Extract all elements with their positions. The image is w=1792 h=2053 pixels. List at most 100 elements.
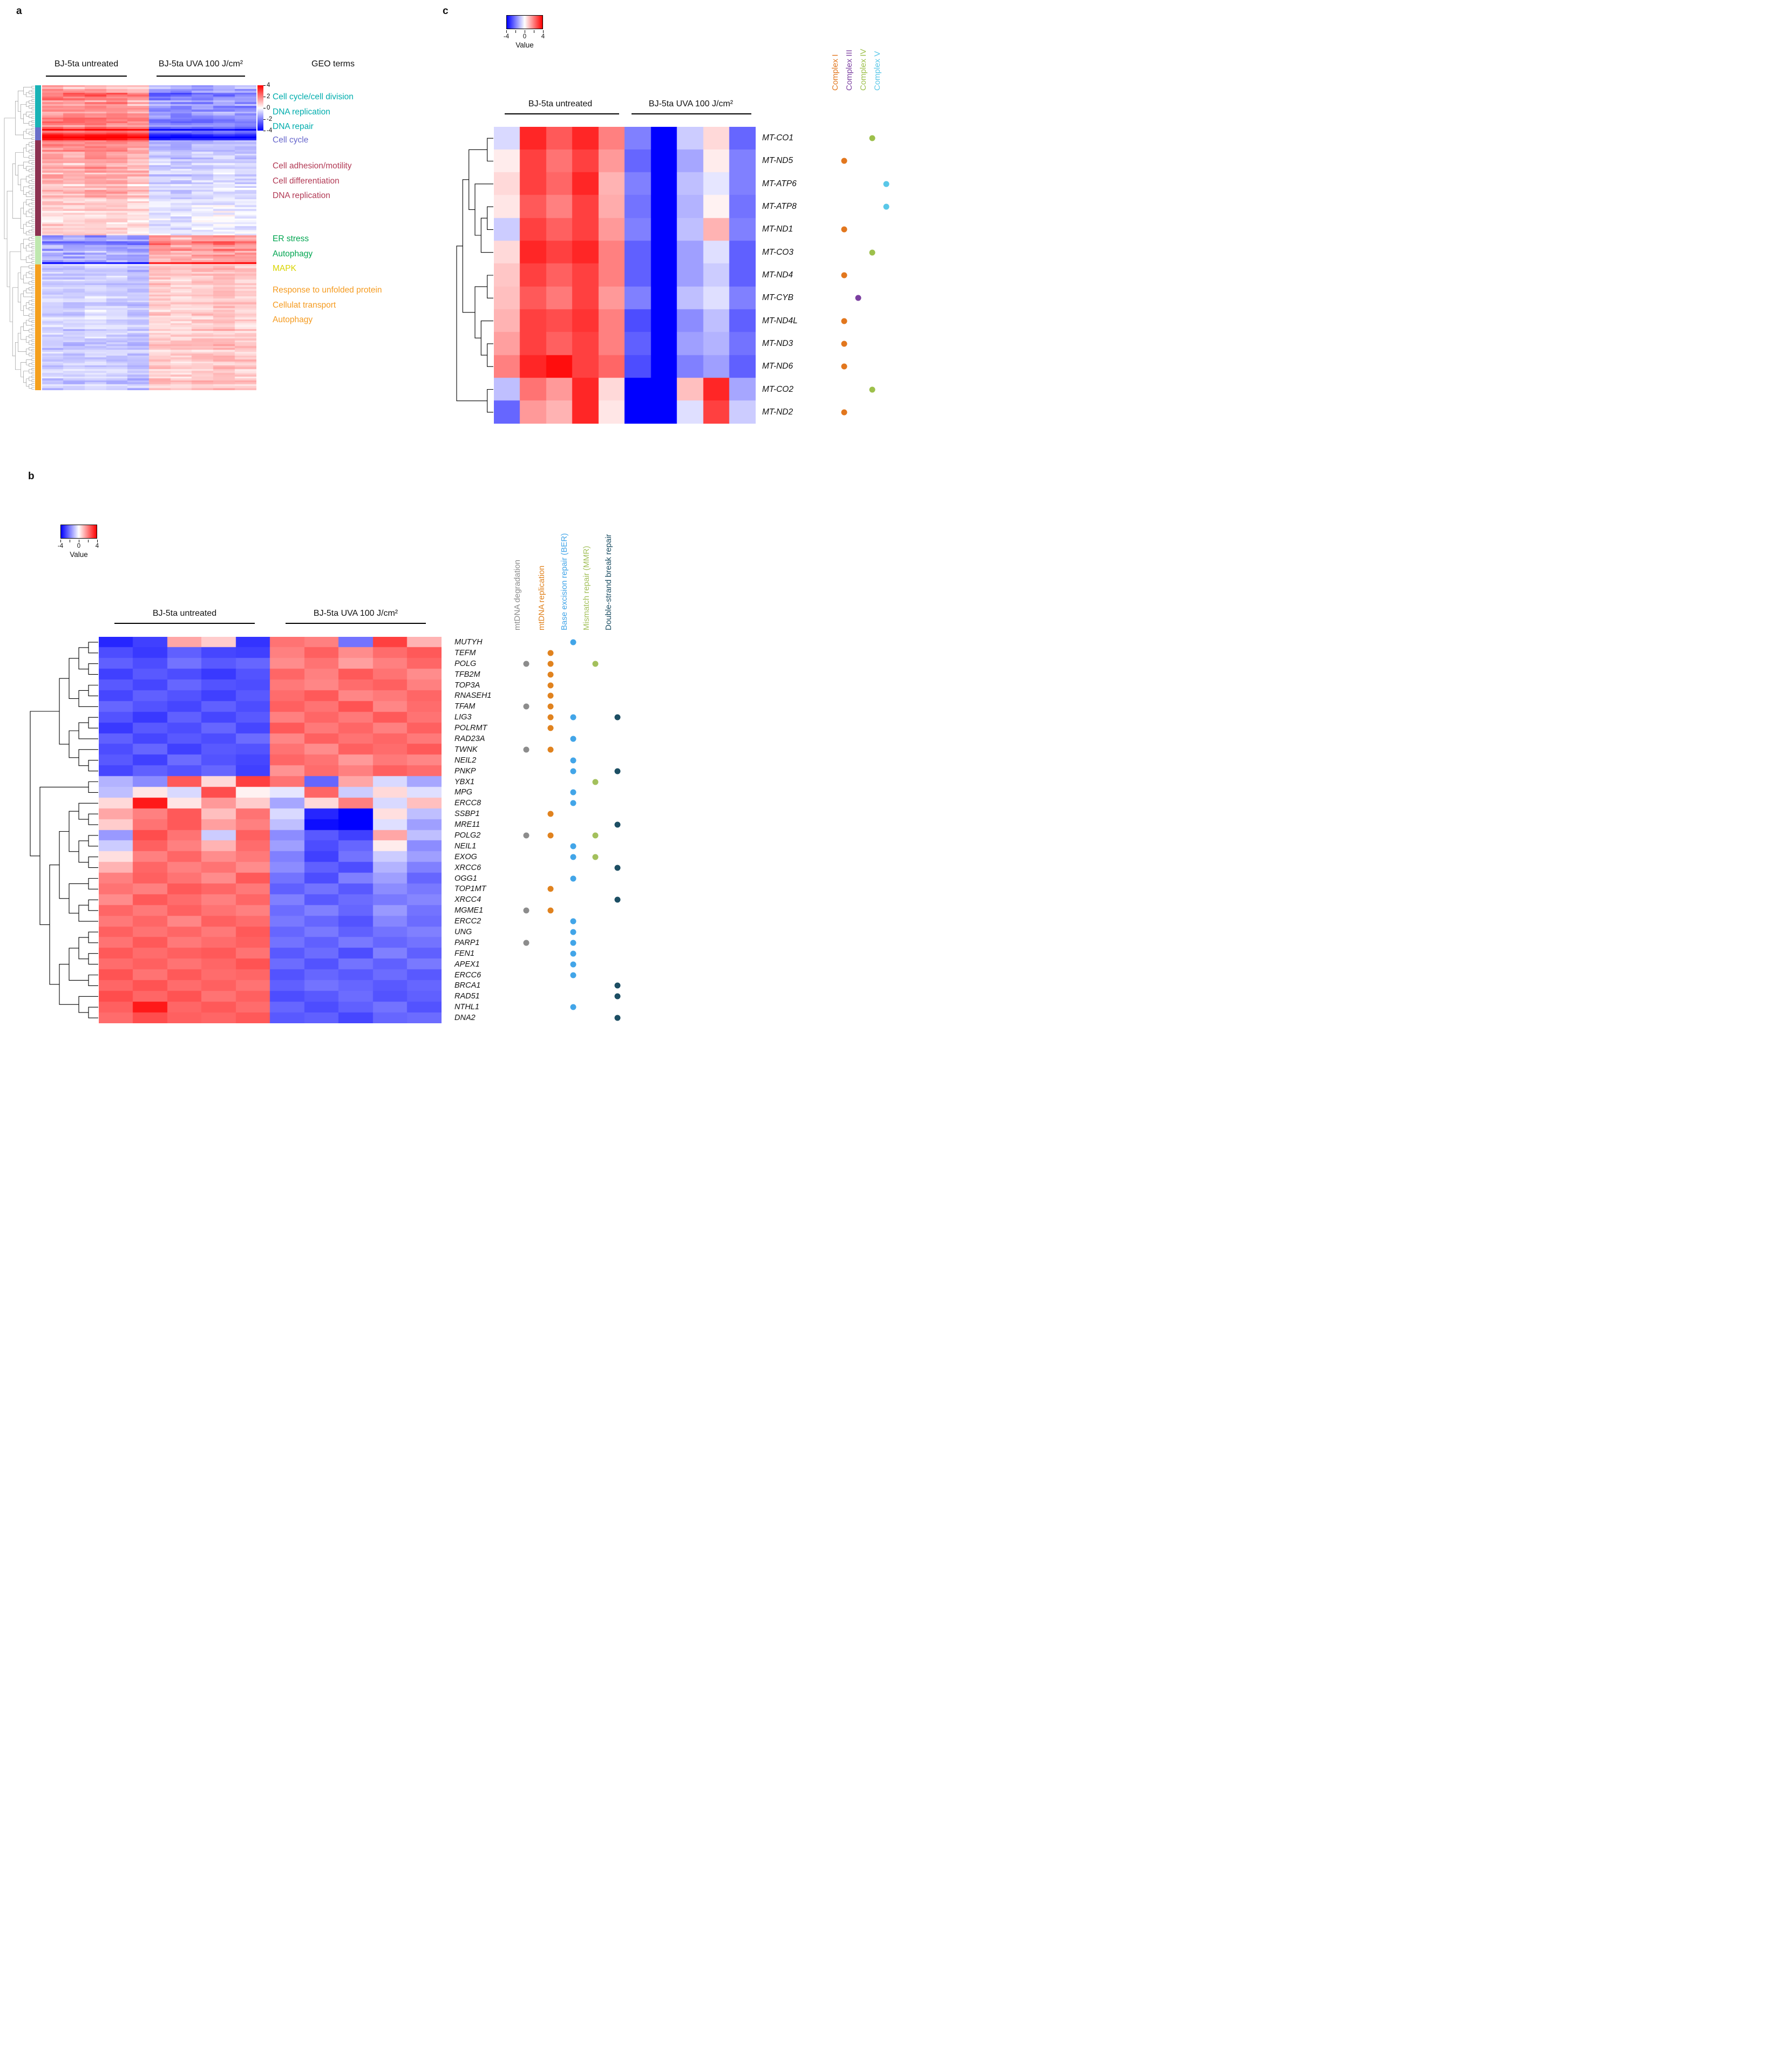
geo-term-dna-replication: DNA replication — [273, 107, 330, 117]
panel-b-row-label-TFAM: TFAM — [454, 702, 476, 711]
panel-b-row-label-TOP1MT: TOP1MT — [454, 885, 486, 894]
panel-b-dot-DNA2-dsb — [614, 1015, 621, 1021]
panel-b-row-label-MRE11: MRE11 — [454, 820, 480, 830]
panel-c-dot-MT-ND2-I — [841, 409, 847, 416]
panel-c-row-label-MT-CO2: MT-CO2 — [762, 384, 793, 394]
panel-b-row-label-TEFM: TEFM — [454, 648, 476, 657]
panel-c-colorbar — [506, 15, 543, 29]
geo-term-mapk: MAPK — [273, 264, 296, 273]
panel-a-header-untreated: BJ-5ta untreated — [54, 59, 119, 69]
dendro-a-path — [4, 86, 35, 390]
geo-term-autophagy: Autophagy — [273, 315, 313, 324]
panel-b-colorbar-title: Value — [70, 550, 88, 559]
panel-b-dot-TOP1MT-rep — [547, 886, 554, 892]
panel-b-row-label-ERCC6: ERCC6 — [454, 970, 481, 980]
panel-c-row-label-MT-ND3: MT-ND3 — [762, 338, 793, 348]
panel-b-row-label-BRCA1: BRCA1 — [454, 981, 481, 990]
panel-a-cluster-2-annotation — [35, 127, 41, 141]
panel-b-category-ber-label: Base excision repair (BER) — [560, 533, 569, 630]
panel-b-dot-ERCC2-ber — [570, 918, 576, 924]
panel-b-header-uva: BJ-5ta UVA 100 J/cm² — [313, 609, 398, 618]
panel-c-colorbar-tickmark — [543, 30, 544, 33]
panel-b-row-label-ERCC8: ERCC8 — [454, 799, 481, 808]
panel-b-dot-TOP3A-rep — [547, 682, 554, 688]
geo-term-cell-differentiation: Cell differentiation — [273, 176, 340, 186]
panel-b-dot-XRCC4-dsb — [614, 896, 621, 903]
panel-b-row-label-XRCC4: XRCC4 — [454, 895, 481, 905]
panel-c-colorbar-tick-4: 4 — [541, 33, 545, 40]
panel-c-colorbar-tickmark — [506, 30, 507, 33]
geo-term-dna-replication: DNA replication — [273, 191, 330, 200]
dendro-c-path — [456, 138, 493, 413]
panel-b-dendrogram — [30, 642, 98, 1018]
panel-b-dot-PNKP-dsb — [614, 768, 621, 774]
panel-c-label: c — [443, 5, 449, 17]
panel-b-row-label-NEIL1: NEIL1 — [454, 841, 477, 851]
panel-a-colorbar-tick--4: -4 — [267, 127, 273, 134]
panel-a-header-geo-terms: GEO terms — [311, 59, 355, 69]
panel-b-underline-untreated — [114, 623, 255, 624]
panel-b-dot-POLG2-mmr — [592, 832, 599, 839]
panel-b-row-label-DNA2: DNA2 — [454, 1014, 476, 1023]
panel-b-dot-NEIL1-ber — [570, 843, 576, 849]
panel-c-row-label-MT-ATP6: MT-ATP6 — [762, 179, 797, 188]
panel-b-dot-POLG-mmr — [592, 661, 599, 667]
panel-c-row-label-MT-CO1: MT-CO1 — [762, 133, 793, 143]
panel-c-colorbar-tick-0: 0 — [522, 33, 527, 40]
panel-c-complex-V-label: Complex V — [873, 51, 882, 91]
panel-a-colorbar-tickmark — [263, 119, 266, 120]
panel-b-row-label-YBX1: YBX1 — [454, 777, 475, 786]
panel-b-row-label-XRCC6: XRCC6 — [454, 863, 481, 872]
panel-b-dot-NTHL1-ber — [570, 1004, 576, 1010]
panel-b-dot-XRCC6-dsb — [614, 865, 621, 871]
panel-b-dot-BRCA1-dsb — [614, 982, 621, 989]
panel-b-category-mmr-label: Mismatch repair (MMR) — [582, 546, 591, 630]
panel-b-dot-OGG1-ber — [570, 875, 576, 881]
panel-b-dot-POLG-rep — [547, 661, 554, 667]
panel-b-row-label-ERCC2: ERCC2 — [454, 917, 481, 926]
panel-c-dot-MT-ND4-I — [841, 272, 847, 278]
panel-a-underline-uva — [157, 76, 245, 77]
panel-b-category-dsb-label: Double-strand break repair — [604, 534, 613, 630]
panel-b-dot-MGME1-rep — [547, 907, 554, 914]
panel-b-row-label-OGG1: OGG1 — [454, 874, 477, 883]
panel-b-dot-LIG3-dsb — [614, 714, 621, 720]
panel-b-row-label-TWNK: TWNK — [454, 745, 478, 754]
panel-a-header-uva: BJ-5ta UVA 100 J/cm² — [158, 59, 243, 69]
panel-b-dot-TFAM-rep — [547, 703, 554, 710]
panel-c-dot-MT-CO2-IV — [869, 386, 875, 393]
geo-term-cell-adhesion-motility: Cell adhesion/motility — [273, 161, 352, 171]
panel-b-dot-POLRMT-rep — [547, 725, 554, 731]
panel-a-underline-untreated — [46, 76, 127, 77]
panel-a-cluster-5-annotation — [35, 264, 41, 390]
panel-c-heatmap — [494, 127, 756, 424]
panel-b-category-deg-label: mtDNA degradation — [513, 560, 522, 630]
panel-a-label: a — [16, 5, 22, 17]
panel-c-dot-MT-ND5-I — [841, 158, 847, 164]
panel-b-colorbar-tick-4: 4 — [95, 543, 99, 549]
panel-b-heatmap — [99, 637, 442, 1023]
panel-b-row-label-NTHL1: NTHL1 — [454, 1003, 479, 1012]
panel-b-row-label-PARP1: PARP1 — [454, 938, 480, 947]
panel-b-dot-POLG2-deg — [523, 832, 530, 839]
panel-b-row-label-SSBP1: SSBP1 — [454, 810, 480, 819]
panel-b-dot-PARP1-deg — [523, 940, 530, 946]
panel-b-row-label-POLG2: POLG2 — [454, 831, 481, 840]
geo-term-response-to-unfolded-protein: Response to unfolded protein — [273, 285, 382, 295]
panel-c-dot-MT-ATP8-V — [883, 203, 890, 210]
panel-c-colorbar-title: Value — [515, 41, 534, 49]
panel-c-complex-III-label: Complex III — [845, 50, 854, 91]
panel-c-header-untreated: BJ-5ta untreated — [528, 99, 593, 108]
panel-b-label: b — [28, 471, 35, 482]
geo-term-cell-cycle-cell-division: Cell cycle/cell division — [273, 92, 354, 101]
panel-a-colorbar — [257, 85, 263, 131]
panel-b-dot-EXOG-mmr — [592, 854, 599, 860]
panel-b-dot-MGME1-deg — [523, 907, 530, 914]
panel-b-row-label-UNG: UNG — [454, 927, 472, 936]
panel-c-dendrogram — [456, 138, 493, 413]
panel-b-dot-POLG2-rep — [547, 832, 554, 839]
panel-b-row-label-PNKP: PNKP — [454, 766, 476, 776]
panel-b-dot-TWNK-deg — [523, 746, 530, 753]
panel-c-complex-I-label: Complex I — [831, 54, 840, 91]
panel-c-dot-MT-ND4L-I — [841, 318, 847, 324]
